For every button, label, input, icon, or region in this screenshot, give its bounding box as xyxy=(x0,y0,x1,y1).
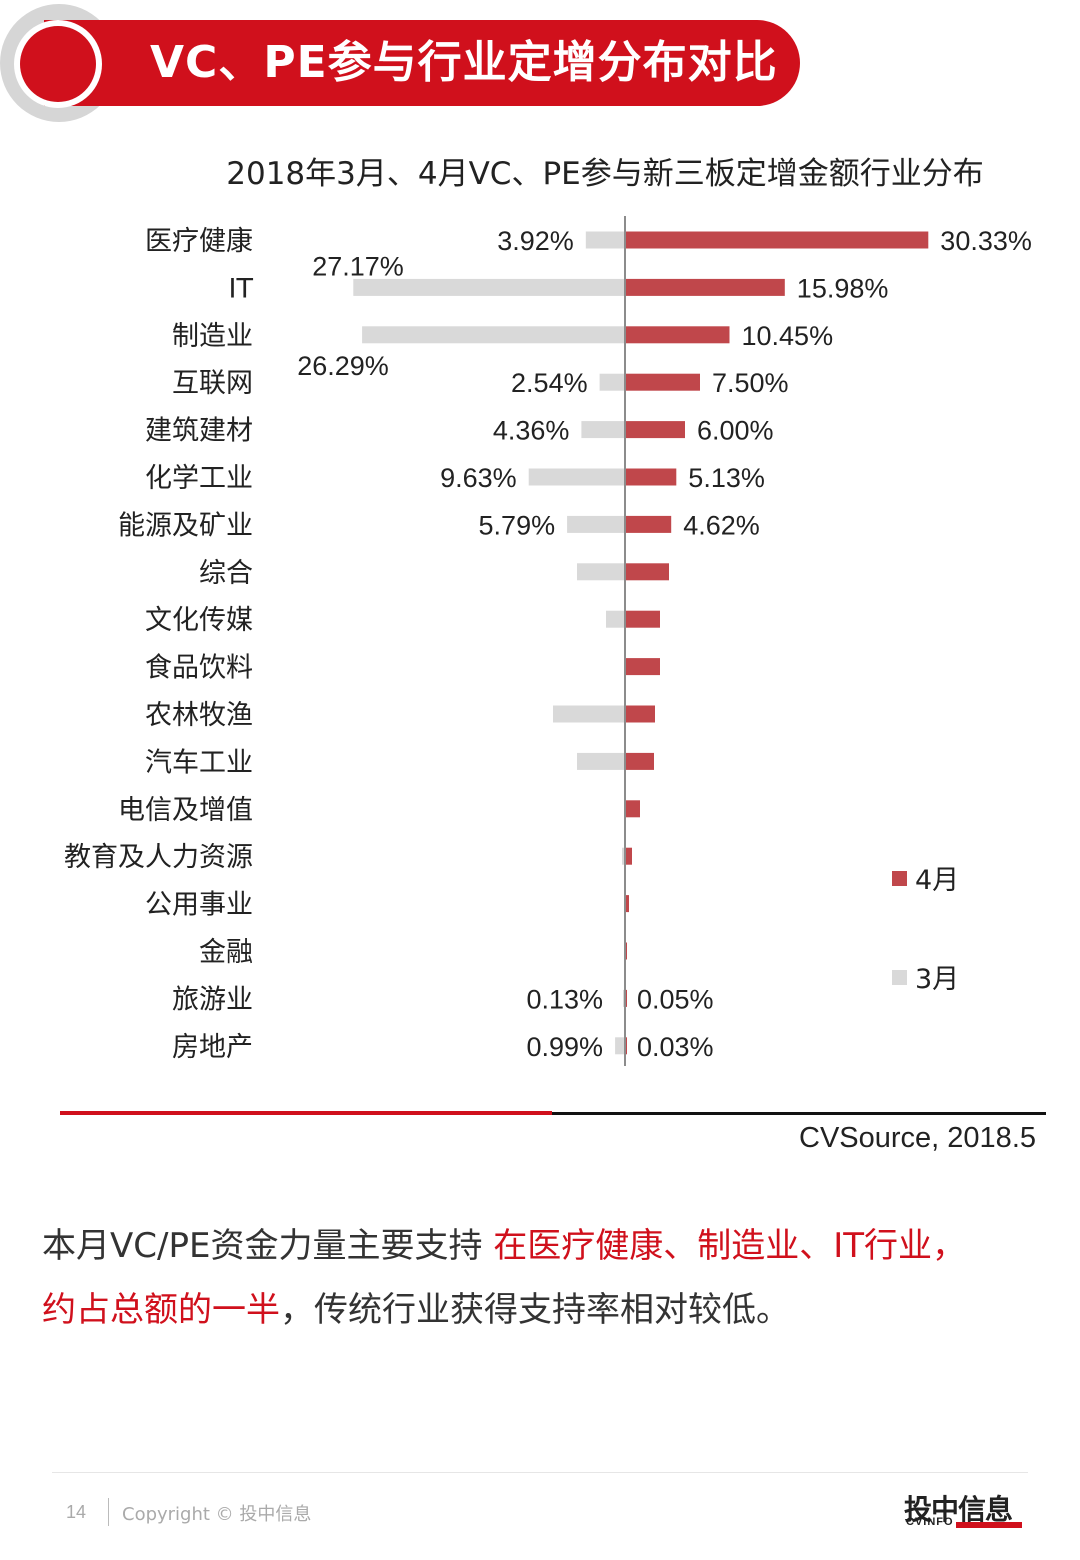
bar-march xyxy=(599,373,625,391)
category-label: 制造业 xyxy=(172,321,253,352)
data-label-april: 0.05% xyxy=(637,984,714,1014)
data-label-march: 3.92% xyxy=(497,226,574,256)
bar-april xyxy=(625,610,660,628)
bar-april xyxy=(625,895,629,913)
summary-text-part2: ，传统行业获得支持率相对较低。 xyxy=(280,1290,790,1330)
page-title: VC、PE参与行业定增分布对比 xyxy=(150,37,778,88)
page-number: 14 xyxy=(66,1502,87,1522)
data-label-march: 0.99% xyxy=(526,1032,603,1062)
bar-april xyxy=(625,705,655,723)
bar-april xyxy=(625,278,785,296)
bar-april xyxy=(625,231,929,249)
category-label: 金融 xyxy=(199,937,253,968)
data-label-april: 15.98% xyxy=(797,273,889,303)
category-label: 农林牧渔 xyxy=(145,700,253,731)
bar-april xyxy=(625,326,730,344)
category-label: 食品饮料 xyxy=(145,653,253,684)
data-label-april: 4.62% xyxy=(683,510,760,540)
category-label: 公用事业 xyxy=(145,890,253,921)
category-label: 能源及矿业 xyxy=(118,510,253,541)
data-label-march: 9.63% xyxy=(440,463,517,493)
footer-divider xyxy=(52,1472,1028,1473)
logo-text-en: CVINFO xyxy=(906,1516,954,1528)
legend-label-march: 3月 xyxy=(915,964,959,995)
summary-text-part1: 本月VC/PE资金力量主要支持 xyxy=(42,1226,494,1266)
category-label: 旅游业 xyxy=(172,984,253,1015)
category-label: 互联网 xyxy=(172,368,253,399)
category-label: 房地产 xyxy=(172,1032,253,1063)
bar-april xyxy=(625,658,660,676)
diverging-bar-chart: 医疗健康 30.33% 3.92% IT 15.98% 27.17% 制造业 10.45% 26… xyxy=(64,216,1032,1066)
data-label-april: 6.00% xyxy=(697,416,774,446)
logo-text-cn: 投中信息 xyxy=(904,1493,1013,1526)
summary-highlight-2: 约占总额的一半 xyxy=(42,1290,280,1330)
bar-april xyxy=(625,800,640,818)
bar-march xyxy=(577,752,625,770)
bar-march xyxy=(553,705,625,723)
chart-title: 2018年3月、4月VC、PE参与新三板定增金额行业分布 xyxy=(226,156,984,192)
data-label-april: 7.50% xyxy=(712,368,789,398)
category-label: 汽车工业 xyxy=(145,747,253,778)
bar-april xyxy=(625,847,632,865)
category-label: 医疗健康 xyxy=(145,226,253,257)
legend-label-april: 4月 xyxy=(915,865,959,896)
bar-march xyxy=(622,847,625,865)
bar-april xyxy=(625,563,669,581)
data-label-march: 0.13% xyxy=(526,984,603,1014)
copyright: Copyright © 投中信息 xyxy=(122,1504,312,1525)
data-label-april: 10.45% xyxy=(742,321,834,351)
data-label-march: 5.79% xyxy=(479,510,556,540)
summary-highlight-1: 在医疗健康、制造业、IT行业， xyxy=(493,1226,967,1266)
legend-swatch-april xyxy=(892,871,907,886)
category-label: 教育及人力资源 xyxy=(64,842,253,873)
category-label: 综合 xyxy=(199,558,253,589)
summary-text: 本月VC/PE资金力量主要支持 在医疗健康、制造业、IT行业， 约占总额的一半，传… xyxy=(42,1214,1042,1342)
data-label-april: 5.13% xyxy=(688,463,765,493)
data-label-march: 2.54% xyxy=(511,368,588,398)
bar-march xyxy=(577,563,625,581)
data-label-april: 0.03% xyxy=(637,1032,714,1062)
bar-april xyxy=(625,752,654,770)
bar-march xyxy=(353,278,625,296)
bar-april xyxy=(625,421,685,439)
divider-red xyxy=(60,1111,552,1115)
bar-march xyxy=(528,468,625,486)
data-label-march: 27.17% xyxy=(312,251,404,281)
category-label: IT xyxy=(229,273,254,304)
bar-april xyxy=(625,373,700,391)
logo-accent-bar xyxy=(956,1522,1022,1528)
bar-march xyxy=(615,1037,625,1055)
cvinfo-logo: 投中信息 CVINFO xyxy=(904,1488,1024,1536)
bar-march xyxy=(362,326,625,344)
header-banner xyxy=(44,20,800,106)
divider-black xyxy=(552,1112,1046,1115)
category-label: 化学工业 xyxy=(145,463,253,494)
bar-april xyxy=(625,468,677,486)
data-label-march: 26.29% xyxy=(297,351,389,381)
data-label-march: 4.36% xyxy=(493,416,570,446)
bar-march xyxy=(567,515,625,533)
category-label: 建筑建材 xyxy=(145,416,253,447)
bar-march xyxy=(585,231,625,249)
bar-april xyxy=(625,515,672,533)
source-note: CVSource, 2018.5 xyxy=(799,1122,1036,1154)
header-dot-icon xyxy=(20,26,96,102)
category-label: 电信及增值 xyxy=(118,795,253,826)
footer-separator xyxy=(108,1498,109,1526)
bar-march xyxy=(606,610,625,628)
data-label-april: 30.33% xyxy=(940,226,1032,256)
category-label: 文化传媒 xyxy=(145,605,253,636)
legend-swatch-march xyxy=(892,970,907,985)
bar-march xyxy=(581,421,625,439)
